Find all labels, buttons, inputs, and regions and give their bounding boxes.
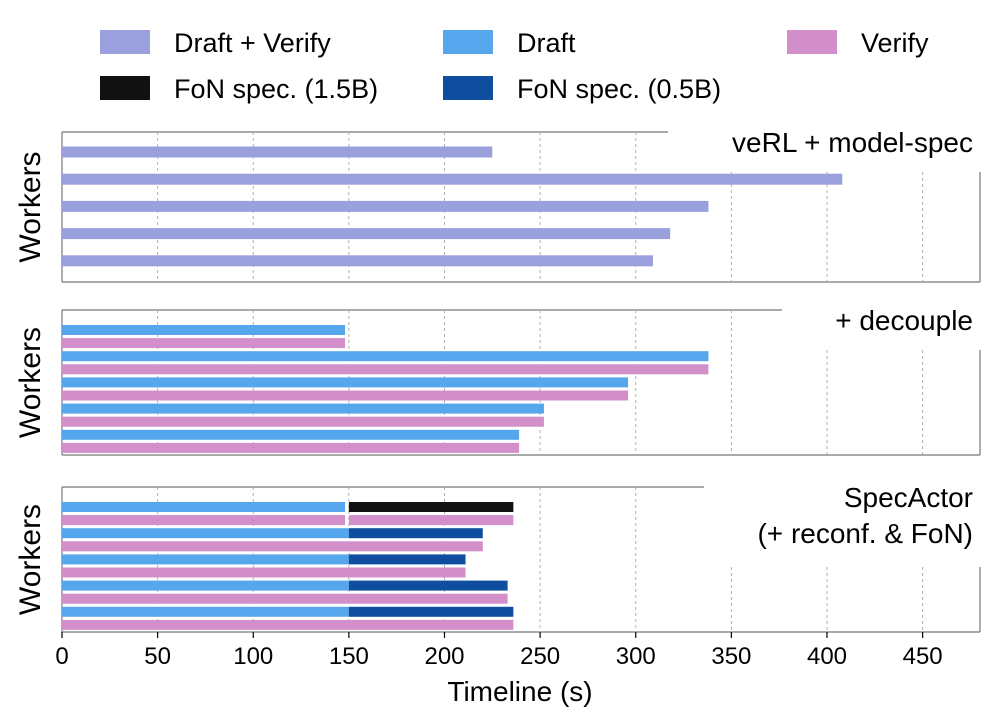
legend-label-fon15: FoN spec. (1.5B) [174, 74, 378, 104]
bar-draft [62, 528, 349, 539]
x-tick-label: 200 [424, 643, 464, 670]
legend-label-verify: Verify [861, 28, 929, 58]
bar-verify [348, 515, 514, 526]
bar-verify [62, 567, 466, 578]
x-tick-label: 150 [329, 643, 369, 670]
panels: veRL + model-spec Workers + decouple Worker… [14, 127, 981, 633]
legend-label-draft_verify: Draft + Verify [174, 28, 331, 58]
bar-verify [62, 390, 629, 401]
x-axis-label: Timeline (s) [447, 676, 592, 707]
bar-draft [62, 377, 629, 388]
x-axis: 0 50 100 150 200 250 300 350 400 450 [55, 632, 943, 670]
bar-draft [62, 429, 520, 440]
legend-label-draft: Draft [517, 28, 576, 58]
bar-draft [62, 351, 709, 362]
legend-swatch-fon15 [100, 76, 150, 100]
bar-draft [62, 580, 349, 591]
legend-swatch-verify [787, 30, 837, 54]
legend-label-fon05: FoN spec. (0.5B) [517, 74, 721, 104]
x-tick-label: 450 [903, 643, 943, 670]
y-axis-label: Workers [14, 504, 47, 615]
bar-verify [62, 593, 508, 604]
bar-draft [62, 325, 346, 335]
bar-fon05 [348, 528, 483, 539]
legend: Draft + Verify Draft Verify FoN spec. (1.5B… [100, 28, 929, 104]
bar-draft [62, 554, 349, 565]
bar-verify [62, 364, 709, 375]
panel-title-line: veRL + model-spec [732, 127, 973, 158]
bar-draft [62, 403, 544, 414]
bar-draft_verify [62, 255, 653, 267]
bar-fon05 [348, 606, 514, 617]
y-axis-label: Workers [14, 151, 47, 262]
x-tick-label: 50 [144, 643, 171, 670]
panel-0: veRL + model-spec Workers [14, 127, 981, 283]
y-axis-label: Workers [14, 327, 47, 438]
x-tick-label: 0 [55, 643, 68, 670]
panel-title-line: (+ reconf. & FoN) [757, 518, 973, 549]
bar-verify [62, 416, 544, 427]
bar-verify [62, 619, 514, 630]
panel-title-line: + decouple [835, 305, 973, 336]
legend-swatch-draft_verify [100, 30, 150, 54]
panel-2: SpecActor (+ reconf. & FoN) Workers [14, 482, 981, 633]
bar-draft_verify [62, 228, 671, 240]
x-tick-label: 250 [520, 643, 560, 670]
bar-verify [62, 541, 483, 552]
bar-verify [62, 515, 346, 526]
bar-fon15 [348, 502, 514, 512]
x-tick-label: 100 [233, 643, 273, 670]
legend-swatch-draft [443, 30, 493, 54]
bar-draft [62, 606, 349, 617]
panel-1: + decouple Workers [14, 305, 981, 456]
x-tick-label: 300 [616, 643, 656, 670]
bar-draft [62, 502, 346, 512]
bar-fon05 [348, 580, 508, 591]
legend-swatch-fon05 [443, 76, 493, 100]
x-tick-label: 350 [711, 643, 751, 670]
bar-draft_verify [62, 146, 493, 158]
x-tick-label: 400 [807, 643, 847, 670]
bar-draft_verify [62, 173, 843, 185]
bar-draft_verify [62, 200, 709, 212]
panel-title-line: SpecActor [844, 482, 973, 513]
bar-fon05 [348, 554, 466, 565]
bar-verify [62, 338, 346, 349]
bar-verify [62, 442, 520, 453]
